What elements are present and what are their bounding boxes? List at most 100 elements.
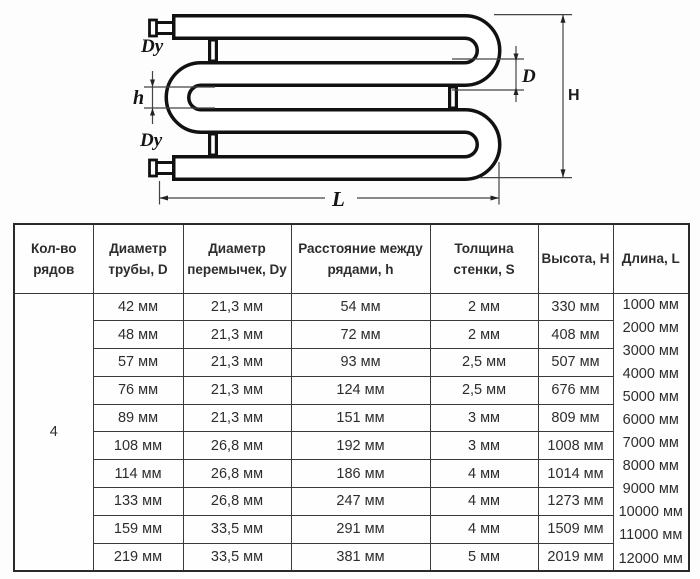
length-value: 3000 мм <box>622 343 679 360</box>
header-wall-thickness: Толщина стенки, S <box>429 223 539 294</box>
dimensions-table: Кол-во рядов Диаметр трубы, D Диаметр пе… <box>13 223 690 573</box>
table-row: 4 42 мм 21,3 мм 54 мм 2 мм 330 мм 1000 м… <box>13 292 690 572</box>
length-value: 1000 мм <box>622 297 679 314</box>
cell-h: 54 мм <box>290 292 431 322</box>
label-dy-top: Dy <box>140 36 164 57</box>
header-height: Высота, H <box>537 223 614 294</box>
cell-d: 219 мм <box>92 542 184 572</box>
cell-dy: 21,3 мм <box>182 292 292 322</box>
length-value: 8000 мм <box>622 458 679 475</box>
cell-s: 2 мм <box>429 320 539 350</box>
header-row: Кол-во рядов Диаметр трубы, D Диаметр пе… <box>13 223 690 294</box>
cell-h: 186 мм <box>290 459 431 489</box>
cell-height: 676 мм <box>537 375 614 405</box>
cell-dy: 26,8 мм <box>182 431 292 461</box>
cell-dy: 26,8 мм <box>182 487 292 516</box>
cell-h: 381 мм <box>290 542 431 572</box>
cell-d: 76 мм <box>92 375 184 405</box>
cell-dy: 33,5 мм <box>182 542 292 572</box>
cell-dy: 21,3 мм <box>182 320 292 350</box>
length-cell: 1000 мм 2000 мм 3000 мм 4000 мм 5000 мм … <box>612 292 690 572</box>
label-dy-bottom: Dy <box>139 130 163 151</box>
cell-d: 48 мм <box>92 320 184 350</box>
length-value: 11000 мм <box>619 527 683 544</box>
cell-dy: 33,5 мм <box>182 514 292 544</box>
cell-d: 114 мм <box>92 459 184 489</box>
label-height: H <box>568 87 580 104</box>
dimension-length <box>158 162 500 205</box>
header-line: рядов <box>33 261 75 277</box>
header-length: Длина, L <box>612 223 690 294</box>
table-row: 219 мм 33,5 мм 381 мм 5 мм 2019 мм <box>14 542 689 572</box>
header-line: перемычек, Dy <box>187 261 287 277</box>
outlet-stub <box>148 158 177 178</box>
cell-dy: 21,3 мм <box>182 403 292 433</box>
cell-height: 330 мм <box>537 292 614 322</box>
table-row: 76 мм 21,3 мм 124 мм 2,5 мм 676 мм <box>14 375 689 405</box>
cell-height: 1008 мм <box>537 431 614 461</box>
cell-dy: 21,3 мм <box>182 348 292 377</box>
header-line: Диаметр <box>109 240 167 256</box>
label-h: h <box>133 87 144 109</box>
cell-d: 108 мм <box>92 431 184 461</box>
table-row: 108 мм 26,8 мм 192 мм 3 мм 1008 мм <box>14 431 689 461</box>
cell-s: 2 мм <box>429 292 539 322</box>
header-line: Кол-во <box>30 240 77 256</box>
cell-dy: 21,3 мм <box>182 375 292 405</box>
rows-count-cell: 4 <box>13 292 94 572</box>
length-value: 9000 мм <box>622 481 679 498</box>
table-row: 114 мм 26,8 мм 186 мм 4 мм 1014 мм <box>14 459 689 489</box>
cell-height: 809 мм <box>537 403 614 433</box>
cell-s: 3 мм <box>429 403 539 433</box>
length-value: 12000 мм <box>618 550 683 567</box>
cell-s: 2,5 мм <box>429 375 539 405</box>
header-line: Высота, H <box>541 251 610 267</box>
header-line: Расстояние между <box>298 240 423 256</box>
cell-s: 4 мм <box>429 514 539 544</box>
cell-d: 89 мм <box>92 403 184 433</box>
cell-h: 192 мм <box>290 431 431 461</box>
cell-s: 4 мм <box>429 459 539 489</box>
register-diagram: Dy h Dy D H L <box>133 14 580 211</box>
header-line: трубы, D <box>108 261 168 277</box>
pipe-outline <box>164 14 502 181</box>
cell-height: 1014 мм <box>537 459 614 489</box>
cell-h: 93 мм <box>290 348 431 377</box>
cell-height: 507 мм <box>537 348 614 377</box>
cell-h: 151 мм <box>290 403 431 433</box>
cell-h: 291 мм <box>290 514 431 544</box>
dimension-h <box>144 71 215 124</box>
length-value: 5000 мм <box>622 389 679 406</box>
table-row: 159 мм 33,5 мм 291 мм 4 мм 1509 мм <box>14 514 689 544</box>
cell-height: 408 мм <box>537 320 614 350</box>
header-rows-count: Кол-во рядов <box>13 223 94 294</box>
cell-s: 4 мм <box>429 487 539 516</box>
header-pipe-diameter: Диаметр трубы, D <box>92 223 184 294</box>
dimension-d <box>452 46 524 102</box>
length-value: 7000 мм <box>622 435 679 452</box>
header-line: Диаметр <box>208 240 266 256</box>
cell-height: 2019 мм <box>537 542 614 572</box>
header-line: Толщина <box>454 240 514 256</box>
length-value: 6000 мм <box>622 412 679 429</box>
pipe-core <box>168 17 498 178</box>
header-row-spacing: Расстояние между рядами, h <box>290 223 431 294</box>
inlet-stub <box>148 18 177 38</box>
length-value: 2000 мм <box>622 320 679 337</box>
table-row: 133 мм 26,8 мм 247 мм 4 мм 1273 мм <box>14 487 689 516</box>
cell-s: 3 мм <box>429 431 539 461</box>
cell-d: 133 мм <box>92 487 184 516</box>
cell-s: 2,5 мм <box>429 348 539 377</box>
table-row: 57 мм 21,3 мм 93 мм 2,5 мм 507 мм <box>14 348 689 377</box>
cell-dy: 26,8 мм <box>182 459 292 489</box>
cell-d: 57 мм <box>92 348 184 377</box>
cell-h: 72 мм <box>290 320 431 350</box>
header-jumper-diameter: Диаметр перемычек, Dy <box>182 223 292 294</box>
label-d: D <box>521 66 536 87</box>
cell-s: 5 мм <box>429 542 539 572</box>
dimension-height <box>480 14 572 179</box>
cell-height: 1273 мм <box>537 487 614 516</box>
label-length: L <box>331 187 345 211</box>
table-row: 48 мм 21,3 мм 72 мм 2 мм 408 мм <box>14 320 689 350</box>
